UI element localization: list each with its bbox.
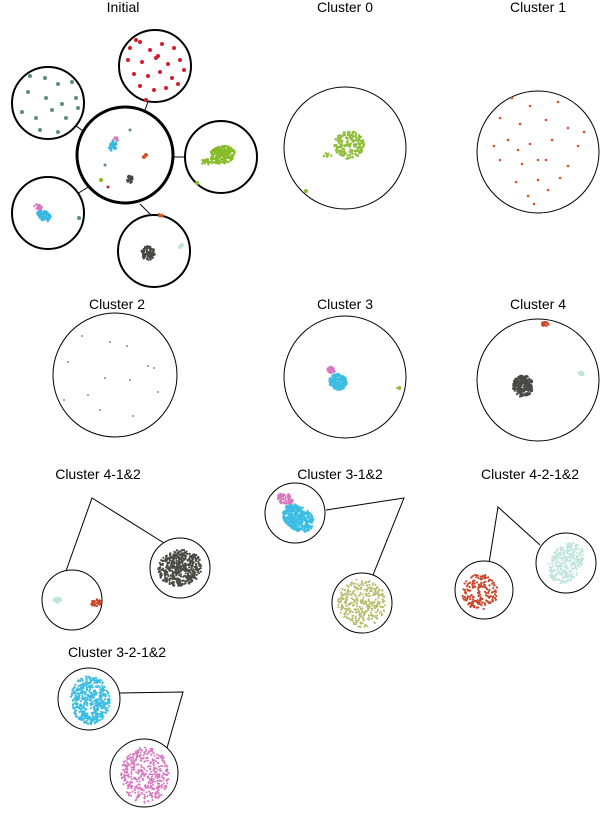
panel-title-cluster-1: Cluster 1 <box>510 0 566 15</box>
cluster-4-circle <box>476 318 600 442</box>
cluster-3-2-1-2-points <box>69 675 170 804</box>
initial-panel <box>11 29 258 288</box>
cluster-4-1-2-points <box>52 548 203 608</box>
cluster-1-circle <box>476 90 600 214</box>
panel-title-cluster-4: Cluster 4 <box>510 296 566 312</box>
cluster-3-1-2-points <box>276 492 386 628</box>
cluster-1-points <box>492 96 586 206</box>
initial-teal-circle <box>11 66 85 140</box>
cluster-4-2-1-2-circle-left <box>454 560 514 620</box>
cluster-3-1-2-links <box>325 497 405 576</box>
cluster-4-points <box>512 320 585 398</box>
panel-title-cluster-0: Cluster 0 <box>317 0 373 15</box>
panel-title-cluster-3: Cluster 3 <box>317 296 373 312</box>
panel-title-cluster-2: Cluster 2 <box>89 296 145 312</box>
cluster-3-2-1-2-links <box>119 691 184 749</box>
link-dark <box>139 203 153 217</box>
cluster-2-circle <box>52 312 178 438</box>
initial-points <box>20 38 236 261</box>
cluster-4-2-1-2-links <box>488 506 541 564</box>
panel-title-cluster-3-1-2: Cluster 3-1&2 <box>297 466 383 482</box>
cluster-3-points <box>326 365 402 392</box>
cluster-4-1-2-links <box>65 497 165 572</box>
panel-title-initial: Initial <box>107 0 140 15</box>
cluster-4-2-1-2-circle-right <box>535 532 597 594</box>
cluster-4-1-2-circle-left <box>41 569 103 631</box>
cluster-4-2-1-2-points <box>461 542 585 611</box>
cluster-0-circle <box>283 86 407 210</box>
panel-title-cluster-4-1-2: Cluster 4-1&2 <box>55 466 141 482</box>
initial-center-circle <box>75 105 175 205</box>
cluster-0-points <box>304 130 366 193</box>
cluster-2-points <box>63 335 159 417</box>
panel-title-cluster-4-2-1-2: Cluster 4-2-1&2 <box>481 466 579 482</box>
panel-title-cluster-3-2-1-2: Cluster 3-2-1&2 <box>68 644 166 660</box>
